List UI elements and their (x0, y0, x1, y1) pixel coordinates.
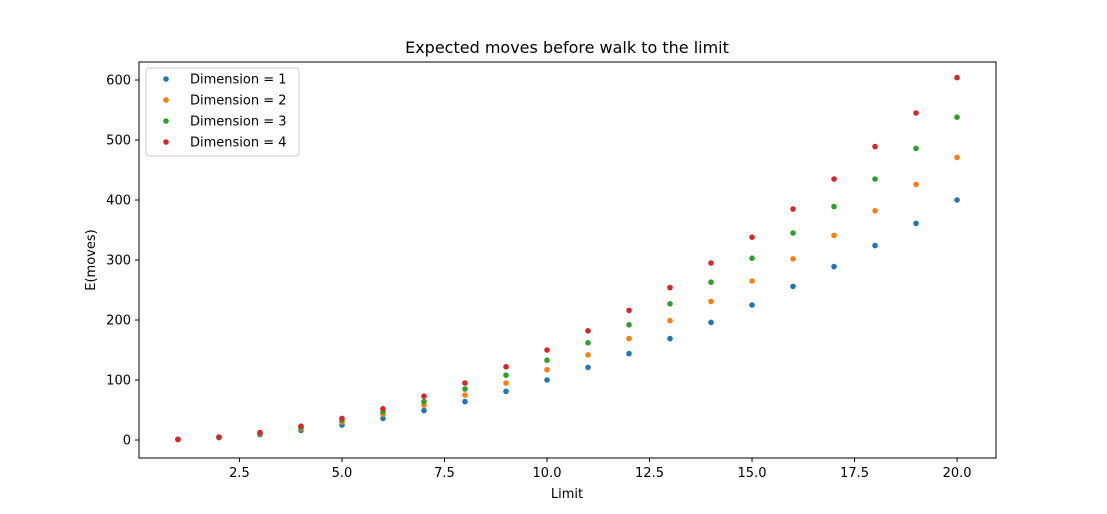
x-tick-label: 17.5 (840, 466, 869, 481)
series-dimension-4 (175, 74, 960, 443)
plot-frame (138, 61, 997, 459)
data-point (831, 263, 837, 270)
legend-marker (163, 139, 169, 145)
data-point (749, 234, 755, 240)
data-point (421, 398, 427, 405)
data-point (503, 388, 509, 395)
data-point (749, 302, 755, 308)
data-point (790, 206, 796, 212)
data-point (913, 110, 919, 116)
data-point (954, 74, 960, 81)
x-tick-label: 12.5 (635, 466, 664, 481)
data-point (872, 143, 878, 150)
legend-label: Dimension = 4 (190, 136, 287, 151)
data-point (421, 407, 427, 414)
legend-box (145, 67, 300, 157)
x-tick-label: 7.5 (434, 466, 455, 481)
x-axis-ticks: 2.5 5.0 7.5 10.0 12.5 15.0 17.5 20.0 (229, 458, 972, 481)
data-point (667, 301, 673, 307)
legend-marker (163, 118, 169, 124)
x-tick-label: 2.5 (229, 466, 250, 481)
data-point (708, 319, 714, 326)
data-point (790, 283, 796, 290)
data-point (913, 181, 919, 188)
data-point (872, 208, 878, 214)
data-point (585, 352, 591, 358)
y-tick-label: 300 (106, 254, 131, 269)
y-tick-label: 0 (123, 434, 131, 449)
data-point (872, 242, 878, 249)
data-point (298, 423, 304, 430)
data-point (954, 114, 960, 120)
data-point (626, 322, 632, 328)
data-point (585, 340, 591, 346)
data-point (175, 436, 181, 443)
y-tick-label: 100 (106, 374, 131, 389)
legend: Dimension = 1 Dimension = 2 Dimension = 3 D… (145, 67, 300, 157)
data-point (503, 372, 509, 379)
series-dimension-3 (175, 114, 960, 443)
data-point (339, 415, 345, 422)
data-point (667, 335, 673, 342)
data-point (462, 392, 468, 398)
data-point (216, 434, 222, 440)
data-point (503, 380, 509, 386)
data-point (544, 347, 550, 353)
y-axis-ticks: 0 100 200 300 400 500 600 (106, 74, 139, 449)
x-tick-label: 15.0 (738, 466, 767, 481)
legend-entries: Dimension = 1 Dimension = 2 Dimension = 3 D… (163, 73, 287, 151)
data-point (544, 367, 550, 373)
data-point (872, 176, 878, 182)
data-point (749, 255, 755, 261)
data-point (626, 307, 632, 314)
data-point (462, 386, 468, 392)
legend-marker (163, 97, 169, 103)
data-point (913, 220, 919, 227)
data-point (831, 232, 837, 239)
y-tick-label: 200 (106, 314, 131, 329)
y-tick-label: 400 (106, 194, 131, 209)
data-point (667, 284, 673, 291)
data-point (462, 380, 468, 386)
data-point (790, 255, 796, 262)
data-point (421, 393, 427, 400)
data-point (831, 203, 837, 210)
data-point (667, 317, 673, 324)
data-point (257, 429, 263, 436)
data-point (954, 197, 960, 203)
data-point (708, 279, 714, 286)
y-axis-title: E(moves) (84, 229, 99, 290)
x-tick-label: 10.0 (533, 466, 562, 481)
y-tick-label: 500 (106, 134, 131, 149)
x-axis-title: Limit (551, 487, 583, 502)
x-tick-label: 5.0 (332, 466, 353, 481)
data-point (790, 230, 796, 236)
data-point (503, 364, 509, 370)
data-point (462, 398, 468, 405)
data-point (544, 377, 550, 383)
data-point (585, 328, 591, 334)
data-point (831, 176, 837, 182)
chart-title: Expected moves before walk to the limit (405, 38, 729, 57)
legend-marker (163, 76, 169, 82)
legend-label: Dimension = 2 (190, 94, 287, 109)
data-point (626, 335, 632, 342)
legend-label: Dimension = 1 (190, 73, 287, 88)
x-tick-label: 20.0 (943, 466, 972, 481)
data-point (954, 154, 960, 161)
data-point (544, 357, 550, 364)
data-point (585, 364, 591, 371)
data-points (175, 74, 960, 443)
data-point (626, 350, 632, 357)
data-point (380, 415, 386, 422)
data-point (708, 298, 714, 305)
data-point (380, 406, 386, 412)
y-tick-label: 600 (106, 74, 131, 89)
data-point (913, 145, 919, 152)
data-point (749, 278, 755, 284)
legend-label: Dimension = 3 (190, 115, 287, 130)
data-point (708, 260, 714, 266)
